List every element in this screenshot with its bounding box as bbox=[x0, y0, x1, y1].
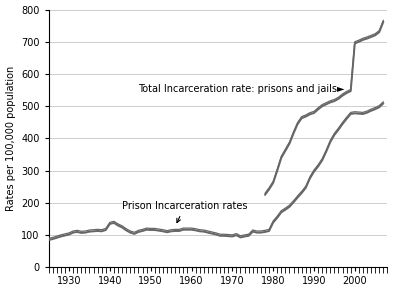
Text: Total Incarceration rate: prisons and jails►: Total Incarceration rate: prisons and ja… bbox=[138, 84, 345, 93]
Y-axis label: Rates per 100,000 population: Rates per 100,000 population bbox=[6, 66, 16, 211]
Text: Prison Incarceration rates: Prison Incarceration rates bbox=[122, 201, 248, 223]
